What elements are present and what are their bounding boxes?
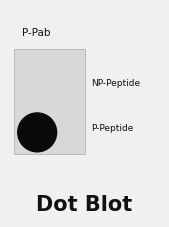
Text: P-Pab: P-Pab [22, 28, 51, 38]
Text: Dot Blot: Dot Blot [36, 194, 133, 214]
Ellipse shape [18, 114, 57, 152]
Text: NP-Peptide: NP-Peptide [91, 78, 140, 87]
Bar [14, 50, 84, 154]
Text: P-Peptide: P-Peptide [91, 124, 134, 133]
